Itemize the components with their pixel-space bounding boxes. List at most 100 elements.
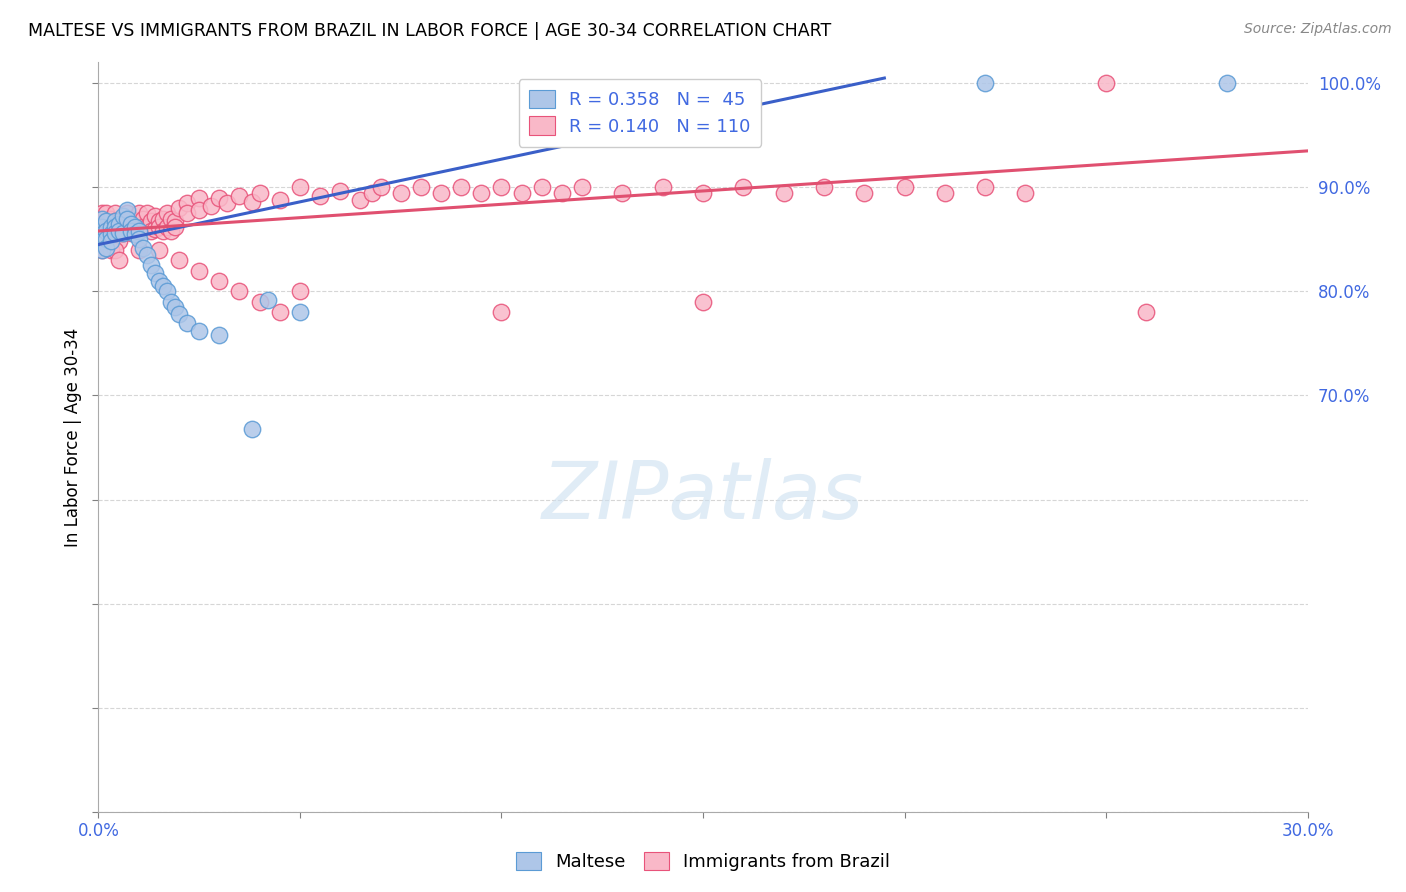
- Point: [139, 258, 162, 272]
- Point: [115, 213, 138, 227]
- Point: [208, 274, 231, 288]
- Point: [309, 188, 332, 202]
- Point: [128, 243, 150, 257]
- Point: [111, 226, 134, 240]
- Point: [167, 253, 190, 268]
- Point: [163, 300, 186, 314]
- Point: [160, 211, 183, 226]
- Text: MALTESE VS IMMIGRANTS FROM BRAZIL IN LABOR FORCE | AGE 30-34 CORRELATION CHART: MALTESE VS IMMIGRANTS FROM BRAZIL IN LAB…: [28, 22, 831, 40]
- Point: [176, 316, 198, 330]
- Point: [91, 206, 114, 220]
- Point: [651, 180, 673, 194]
- Point: [152, 211, 174, 226]
- Point: [1095, 76, 1118, 90]
- Point: [100, 235, 122, 249]
- Point: [91, 211, 114, 226]
- Point: [1216, 76, 1239, 90]
- Point: [96, 232, 118, 246]
- Point: [200, 199, 222, 213]
- Point: [107, 213, 129, 227]
- Point: [107, 253, 129, 268]
- Point: [692, 186, 714, 200]
- Point: [120, 217, 142, 231]
- Point: [370, 180, 392, 194]
- Point: [96, 241, 118, 255]
- Point: [100, 219, 122, 234]
- Point: [188, 263, 211, 277]
- Point: [160, 224, 183, 238]
- Point: [176, 195, 198, 210]
- Point: [1014, 186, 1036, 200]
- Point: [103, 226, 125, 240]
- Point: [120, 219, 142, 234]
- Point: [409, 180, 432, 194]
- Point: [91, 219, 114, 234]
- Point: [733, 180, 755, 194]
- Point: [124, 213, 146, 227]
- Point: [389, 186, 412, 200]
- Point: [111, 219, 134, 234]
- Point: [91, 211, 114, 226]
- Point: [167, 201, 190, 215]
- Point: [107, 217, 129, 231]
- Point: [96, 219, 118, 234]
- Point: [124, 219, 146, 234]
- Point: [103, 227, 125, 241]
- Point: [128, 219, 150, 234]
- Point: [91, 227, 114, 241]
- Point: [96, 213, 118, 227]
- Point: [103, 206, 125, 220]
- Point: [163, 219, 186, 234]
- Point: [148, 219, 170, 234]
- Legend: Maltese, Immigrants from Brazil: Maltese, Immigrants from Brazil: [509, 845, 897, 879]
- Point: [853, 186, 876, 200]
- Point: [188, 203, 211, 218]
- Point: [934, 186, 956, 200]
- Point: [893, 180, 915, 194]
- Point: [96, 206, 118, 220]
- Point: [91, 243, 114, 257]
- Point: [91, 219, 114, 234]
- Point: [1135, 305, 1157, 319]
- Point: [288, 305, 311, 319]
- Point: [132, 211, 155, 226]
- Point: [772, 186, 794, 200]
- Point: [288, 180, 311, 194]
- Point: [115, 206, 138, 220]
- Point: [128, 206, 150, 220]
- Point: [974, 180, 997, 194]
- Point: [111, 210, 134, 224]
- Point: [288, 285, 311, 299]
- Point: [813, 180, 835, 194]
- Point: [160, 294, 183, 309]
- Point: [176, 206, 198, 220]
- Point: [91, 227, 114, 241]
- Point: [100, 235, 122, 249]
- Point: [156, 285, 179, 299]
- Point: [470, 186, 492, 200]
- Point: [249, 186, 271, 200]
- Point: [148, 274, 170, 288]
- Point: [430, 186, 453, 200]
- Point: [103, 213, 125, 227]
- Point: [349, 193, 371, 207]
- Point: [91, 235, 114, 249]
- Point: [551, 186, 574, 200]
- Point: [100, 227, 122, 241]
- Point: [974, 76, 997, 90]
- Point: [249, 294, 271, 309]
- Point: [361, 186, 384, 200]
- Point: [188, 191, 211, 205]
- Point: [124, 219, 146, 234]
- Point: [115, 203, 138, 218]
- Point: [139, 224, 162, 238]
- Point: [139, 213, 162, 227]
- Point: [111, 211, 134, 226]
- Point: [103, 219, 125, 234]
- Point: [692, 294, 714, 309]
- Point: [256, 293, 278, 307]
- Point: [156, 219, 179, 234]
- Point: [103, 213, 125, 227]
- Point: [128, 224, 150, 238]
- Point: [115, 211, 138, 226]
